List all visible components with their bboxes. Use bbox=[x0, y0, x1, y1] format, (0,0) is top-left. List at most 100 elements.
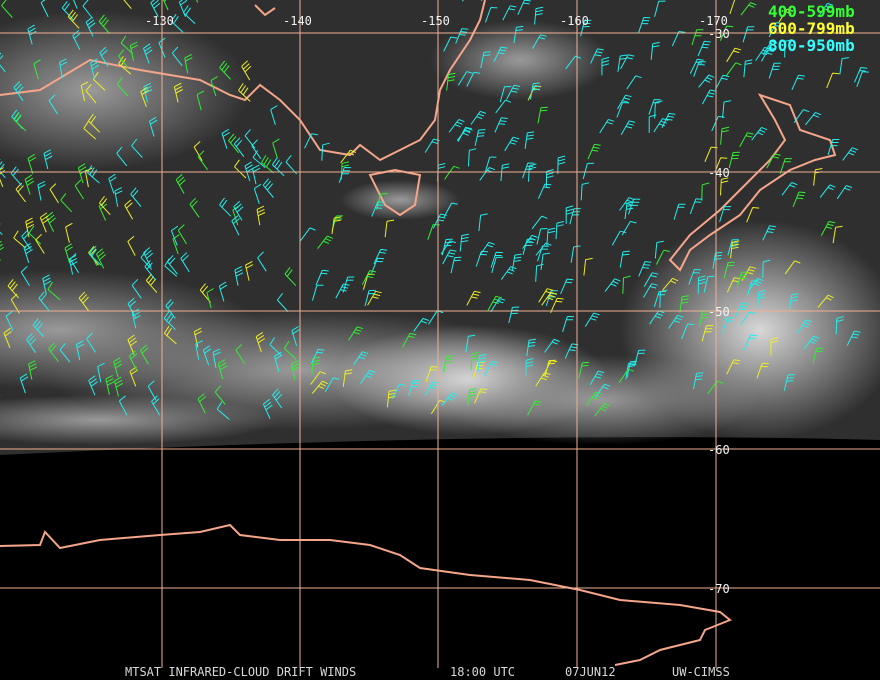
wind-barb bbox=[493, 46, 508, 62]
wind-barb bbox=[7, 278, 19, 299]
wind-barb bbox=[0, 167, 5, 188]
wind-barb bbox=[622, 275, 631, 294]
wind-barb bbox=[184, 54, 193, 74]
wind-barb bbox=[730, 240, 740, 259]
wind-barb bbox=[473, 388, 488, 404]
wind-barb bbox=[311, 284, 324, 301]
wind-barb bbox=[478, 213, 488, 232]
wind-barb bbox=[756, 362, 769, 379]
wind-barb bbox=[618, 368, 635, 383]
wind-barb bbox=[162, 0, 169, 11]
wind-barb bbox=[839, 57, 850, 75]
wind-barb bbox=[441, 238, 453, 256]
wind-barb bbox=[793, 109, 810, 123]
wind-barb bbox=[45, 211, 56, 232]
wind-barb bbox=[26, 333, 37, 353]
wind-barb bbox=[582, 162, 595, 180]
wind-barb bbox=[697, 40, 711, 57]
wind-barb bbox=[310, 348, 325, 365]
wind-barb bbox=[261, 155, 275, 174]
wind-barb bbox=[130, 187, 142, 207]
wind-barb bbox=[757, 290, 766, 309]
wind-barb bbox=[116, 77, 129, 97]
wind-barb bbox=[643, 272, 659, 287]
wind-barb bbox=[193, 141, 203, 162]
wind-barb bbox=[48, 342, 59, 363]
wind-barb bbox=[310, 371, 326, 385]
wind-barb bbox=[443, 36, 458, 52]
wind-barb bbox=[143, 43, 153, 64]
wind-barb bbox=[193, 327, 203, 348]
wind-barb bbox=[167, 255, 178, 275]
wind-barb bbox=[90, 58, 100, 79]
latitude-labels: -30 -40 -50 -60 -70 bbox=[708, 27, 730, 596]
wind-barb bbox=[80, 81, 89, 102]
wind-barb bbox=[781, 182, 798, 196]
wind-barb bbox=[321, 142, 330, 161]
wind-barb bbox=[335, 283, 350, 299]
wind-barb bbox=[234, 266, 244, 286]
wind-barb bbox=[448, 119, 465, 133]
wind-barb bbox=[490, 251, 503, 268]
wind-barb bbox=[85, 16, 96, 37]
wind-barb bbox=[27, 153, 36, 174]
wind-barb bbox=[634, 349, 646, 367]
wind-barb bbox=[82, 0, 93, 19]
wind-barb bbox=[679, 295, 689, 313]
wind-barb bbox=[238, 83, 251, 102]
wind-barb bbox=[535, 372, 551, 387]
wind-barb bbox=[619, 197, 635, 211]
wind-barb bbox=[504, 136, 520, 152]
wind-barb bbox=[661, 277, 679, 291]
wind-barb bbox=[48, 94, 59, 115]
wind-barb bbox=[643, 283, 658, 298]
wind-barb bbox=[311, 380, 329, 394]
wind-barb bbox=[578, 361, 590, 379]
wind-barb bbox=[129, 41, 139, 62]
wind-barb bbox=[728, 151, 740, 169]
wind-barb bbox=[5, 310, 14, 331]
wind-barb bbox=[3, 327, 12, 348]
wind-barb bbox=[550, 297, 564, 314]
wind-barb bbox=[729, 0, 736, 15]
wind-barb bbox=[827, 139, 840, 155]
wind-barb bbox=[65, 222, 73, 243]
wind-barb bbox=[701, 89, 717, 105]
wind-barb bbox=[114, 376, 124, 397]
wind-barb bbox=[620, 120, 636, 136]
wind-barb bbox=[740, 311, 756, 326]
wind-barb bbox=[241, 60, 252, 81]
wind-barb bbox=[99, 195, 111, 216]
longitude-label: -150 bbox=[421, 14, 450, 28]
wind-barb bbox=[490, 298, 506, 313]
wind-barb bbox=[88, 246, 102, 266]
wind-barb bbox=[212, 348, 221, 368]
wind-barb bbox=[25, 217, 35, 238]
wind-barb bbox=[124, 199, 134, 220]
wind-barb bbox=[38, 291, 50, 311]
wind-barb bbox=[105, 374, 115, 395]
wind-barb bbox=[784, 39, 793, 58]
wind-barb bbox=[846, 330, 861, 346]
wind-barb bbox=[688, 269, 701, 285]
wind-barb bbox=[424, 138, 440, 153]
wind-barb bbox=[473, 361, 485, 379]
wind-barb bbox=[13, 230, 27, 249]
wind-barb bbox=[638, 261, 652, 277]
wind-barb bbox=[442, 249, 457, 265]
wind-barb bbox=[761, 46, 776, 62]
wind-barb bbox=[123, 0, 132, 10]
wind-barb bbox=[562, 316, 575, 332]
wind-barb bbox=[768, 62, 781, 79]
wind-barb bbox=[175, 173, 186, 194]
wind-barb bbox=[114, 187, 123, 207]
wind-barb bbox=[210, 76, 218, 97]
wind-barb bbox=[149, 116, 158, 137]
wind-barb bbox=[127, 334, 138, 355]
wind-barb bbox=[147, 380, 157, 401]
wind-barb bbox=[583, 257, 593, 276]
wind-barb bbox=[755, 46, 771, 61]
longitude-label: -160 bbox=[560, 14, 589, 28]
wind-barb bbox=[441, 392, 458, 406]
wind-barb bbox=[805, 111, 822, 126]
